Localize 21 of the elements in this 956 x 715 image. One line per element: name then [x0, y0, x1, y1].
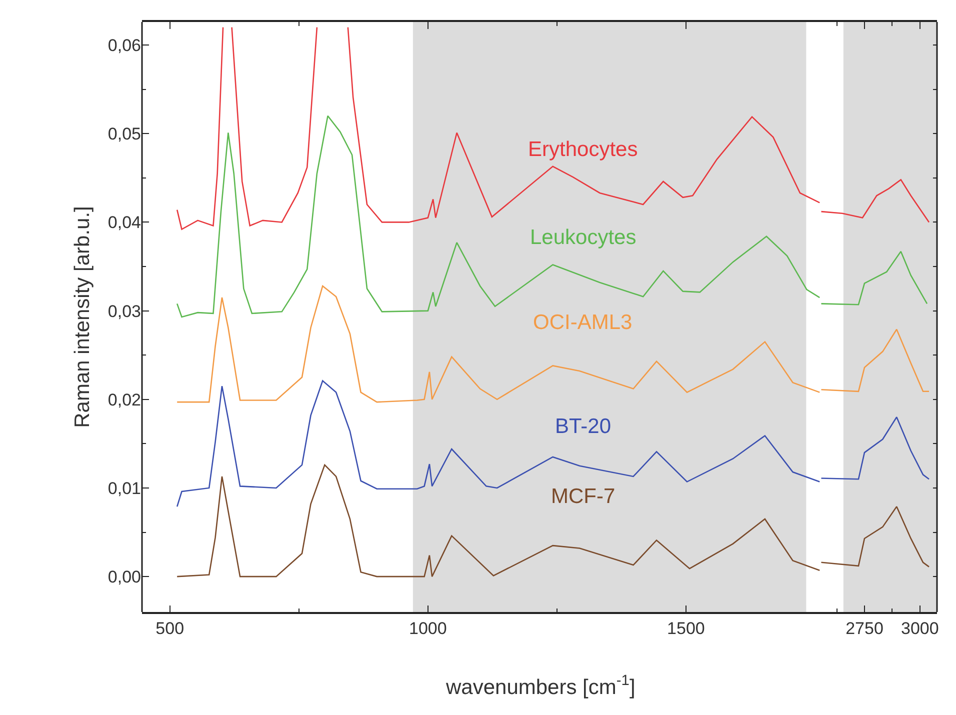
x-tick-label: 2750: [846, 619, 884, 638]
x-tick-label: 3000: [901, 619, 939, 638]
y-axis-title: Raman intensity [arb.u.]: [71, 206, 94, 428]
y-tick-label: 0,02: [108, 390, 141, 410]
y-tick-label: 0,04: [108, 213, 141, 232]
series-label: Erythocytes: [528, 138, 638, 161]
y-tick-label: 0,01: [108, 478, 141, 498]
y-tick-label: 0,05: [108, 124, 141, 144]
y-tick-label: 0,03: [108, 302, 141, 321]
y-tick-label: 0,06: [108, 36, 141, 55]
series-label: MCF-7: [551, 485, 616, 508]
x-tick-label: 500: [156, 619, 184, 638]
series-label: OCI-AML3: [533, 311, 632, 334]
line-series: [176, 380, 820, 508]
x-tick-label: 1500: [667, 619, 705, 638]
y-tick-label: 0,00: [108, 568, 141, 587]
series-label: Leukocytes: [530, 226, 636, 249]
x-tick-label: 1000: [408, 619, 447, 638]
x-axis-title: wavenumbers [cm$^{-1}$]: [445, 673, 636, 699]
line-series: [176, 464, 820, 578]
series-label: BT-20: [555, 415, 612, 438]
